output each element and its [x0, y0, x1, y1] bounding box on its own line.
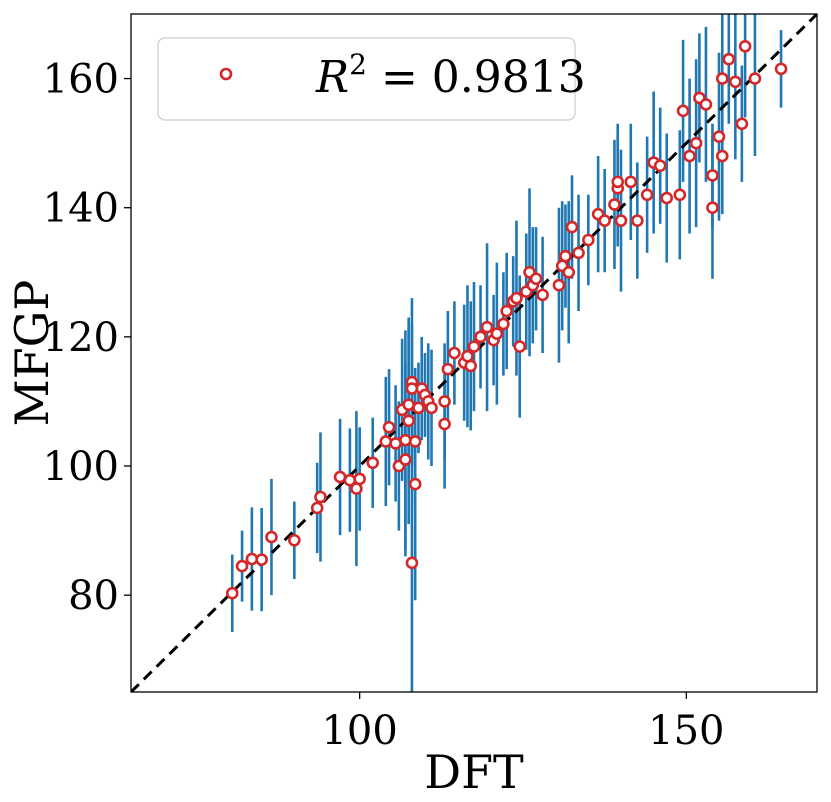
data-point [474, 330, 487, 344]
data-point [529, 272, 543, 286]
data-point [513, 340, 527, 353]
data-point [624, 175, 638, 189]
data-point [333, 470, 347, 484]
data-point [660, 191, 674, 205]
data-point [314, 490, 327, 504]
data-point [683, 149, 696, 163]
data-point [265, 530, 278, 544]
data-point [408, 435, 422, 448]
x-tick-label: 150 [648, 708, 724, 754]
data-point [774, 62, 788, 76]
data-point [441, 362, 455, 376]
data-point [562, 265, 576, 279]
data-point [715, 72, 729, 85]
data-point [405, 382, 419, 395]
x-axis-label: DFT [424, 745, 524, 799]
data-point [614, 214, 628, 227]
x-axis-ticks: 100 150 [321, 692, 725, 754]
legend-label-rest: = 0.9813 [367, 52, 586, 103]
data-point [408, 477, 422, 491]
data-point [598, 214, 611, 227]
legend-label-sup: 2 [349, 48, 367, 81]
data-point [676, 104, 690, 118]
legend-marker [219, 67, 233, 81]
data-point [467, 340, 481, 353]
data-point [245, 552, 259, 566]
data-point [510, 291, 523, 305]
plot-frame [130, 13, 818, 693]
data-point [399, 433, 412, 447]
data-point [402, 414, 415, 428]
data-point [706, 201, 719, 215]
data-point [735, 117, 749, 131]
data-point [399, 453, 412, 466]
data-point [712, 130, 726, 143]
data-point [490, 327, 504, 340]
plot-content [131, 14, 817, 692]
data-point [353, 472, 366, 486]
data-point [225, 586, 239, 600]
data-point [640, 188, 654, 202]
data-point [653, 159, 667, 173]
y-tick-label: 140 [43, 186, 119, 232]
y-axis-ticks: 80 100 120 140 160 [43, 57, 131, 619]
data-point [673, 188, 687, 202]
data-point [448, 346, 461, 360]
data-point [288, 533, 301, 547]
data-point [464, 359, 478, 373]
data-point [402, 398, 415, 411]
legend-label-base: R [315, 52, 349, 103]
data-point [565, 220, 579, 234]
data-point [608, 198, 621, 211]
data-point [255, 553, 268, 566]
data-point [382, 420, 396, 434]
legend-label: R2 = 0.9813 [315, 48, 586, 103]
legend-box [157, 37, 576, 121]
x-tick-label: 100 [321, 708, 397, 754]
data-point [715, 149, 729, 163]
data-point [425, 401, 438, 415]
data-point [366, 456, 380, 470]
data-points [225, 39, 788, 600]
data-point [738, 39, 752, 53]
data-point [559, 249, 572, 263]
data-point [412, 401, 425, 415]
data-point [438, 395, 451, 408]
data-point [310, 501, 324, 515]
data-point [631, 214, 644, 227]
data-point [235, 559, 249, 573]
data-point [405, 556, 419, 570]
y-tick-label: 160 [43, 57, 119, 103]
y-tick-label: 80 [68, 573, 119, 619]
data-point [699, 98, 713, 111]
data-point [729, 75, 742, 89]
data-point [552, 278, 566, 292]
data-point [582, 233, 595, 247]
data-point [572, 246, 585, 260]
data-point [748, 72, 762, 85]
data-point [389, 437, 402, 450]
legend: R2 = 0.9813 [157, 37, 586, 121]
data-point [611, 175, 625, 189]
data-point [480, 320, 494, 334]
data-point [379, 435, 393, 448]
data-point [536, 288, 549, 302]
data-point [706, 169, 719, 182]
data-point [689, 136, 703, 150]
y-tick-label: 100 [43, 444, 119, 490]
data-point [500, 304, 513, 318]
y-axis-label: MFGP [5, 280, 59, 427]
data-point [497, 317, 510, 331]
data-point [438, 417, 451, 431]
data-point [722, 52, 736, 66]
y-tick-label: 120 [43, 315, 119, 361]
